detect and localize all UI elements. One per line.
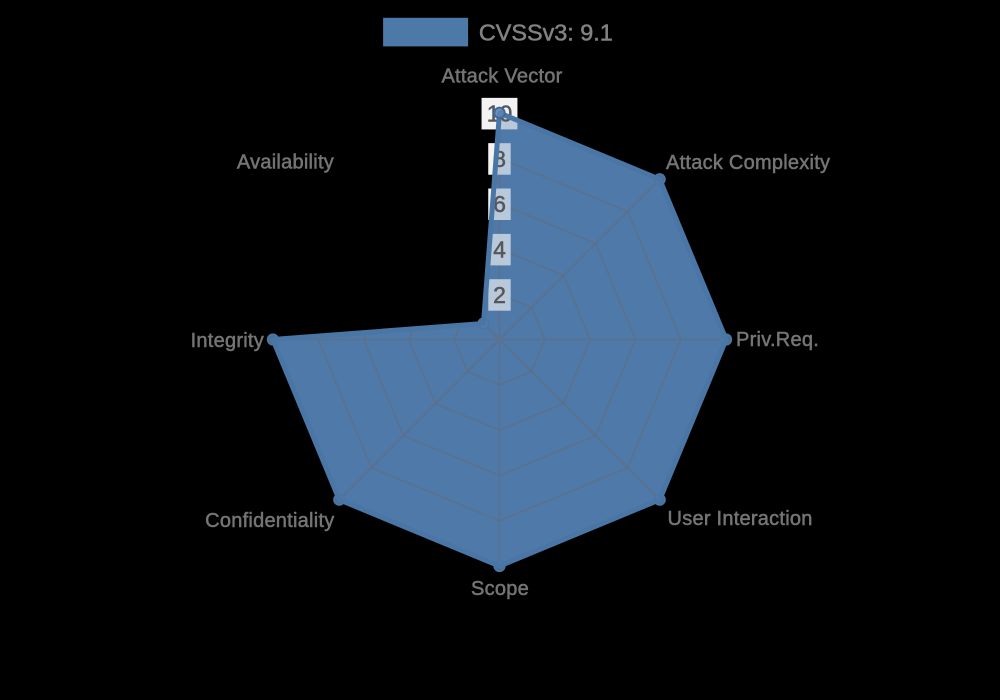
svg-text:4: 4 (493, 237, 506, 263)
svg-text:CVSSv3: 9.1: CVSSv3: 9.1 (479, 19, 613, 45)
svg-text:2: 2 (493, 282, 506, 308)
svg-text:Integrity: Integrity (191, 330, 264, 352)
svg-text:Confidentiality: Confidentiality (205, 510, 334, 532)
svg-text:Scope: Scope (471, 578, 529, 600)
svg-text:Attack Vector: Attack Vector (441, 66, 562, 88)
svg-text:6: 6 (493, 191, 506, 217)
svg-text:Availability: Availability (237, 152, 334, 174)
svg-text:Priv.Req.: Priv.Req. (736, 329, 819, 351)
svg-text:User Interaction: User Interaction (668, 508, 813, 530)
svg-text:Attack Complexity: Attack Complexity (666, 152, 830, 174)
